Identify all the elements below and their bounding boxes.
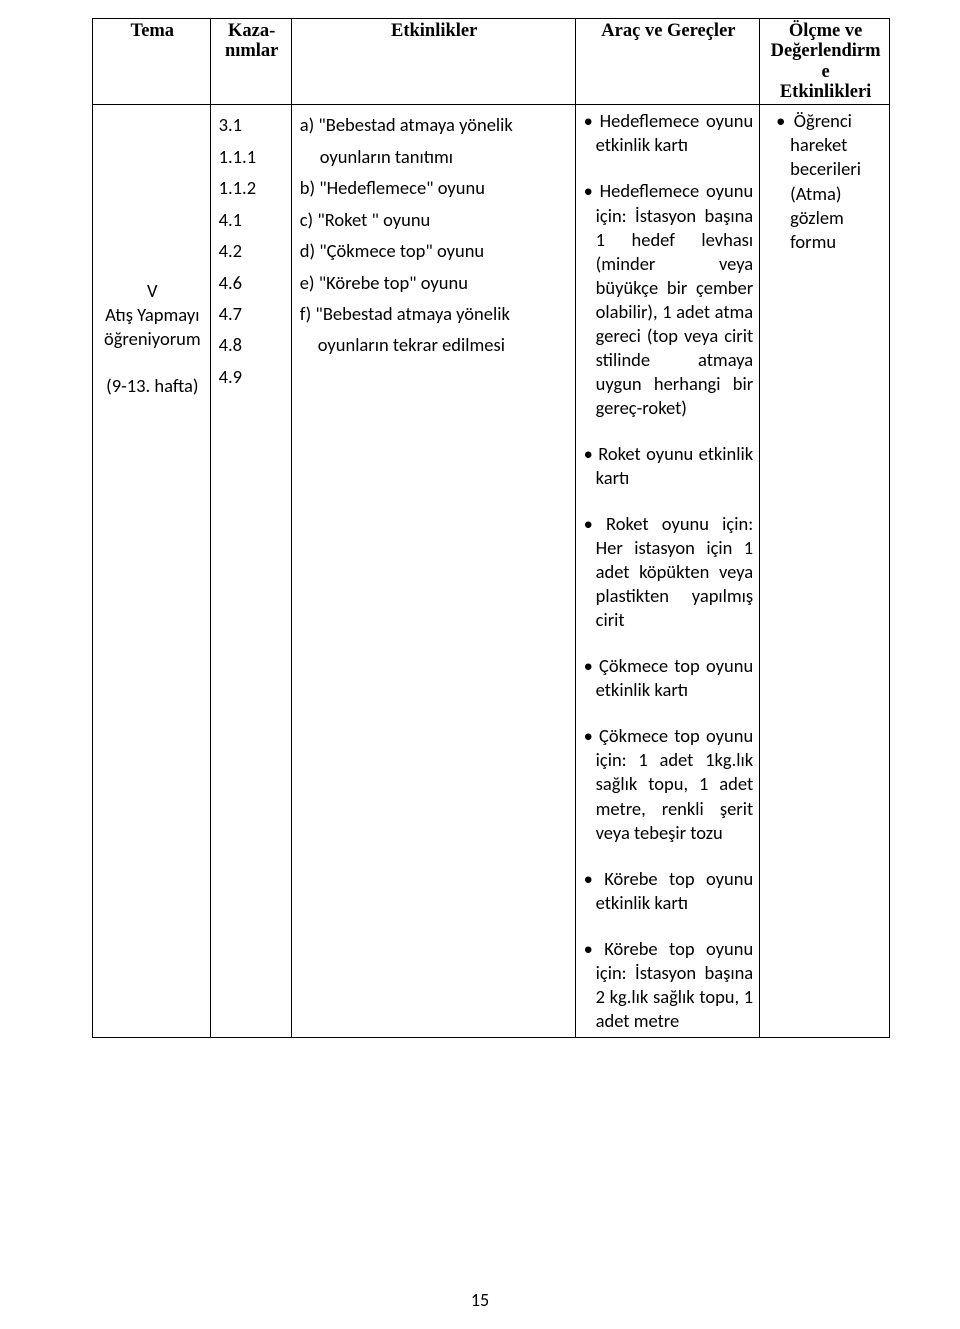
kaz-item: 1.1.1 bbox=[219, 141, 285, 172]
arac-text: Hedeflemece oyunu için: İstasyon başına … bbox=[596, 179, 754, 418]
arac-text: Körebe top oyunu etkinlik kartı bbox=[596, 867, 754, 914]
arac-text: Hedeflemece oyunu etkinlik kartı bbox=[596, 109, 754, 156]
olcme-text: Öğrenci hareket becerileri (Atma) gözlem… bbox=[790, 109, 861, 252]
arac-text: Roket oyunu etkinlik kartı bbox=[596, 442, 754, 489]
kaz-item: 4.8 bbox=[219, 329, 285, 360]
arac-cell: • Hedeflemece oyunu etkinlik kartı • Hed… bbox=[575, 105, 760, 1038]
arac-item: • Çökmece top oyunu etkinlik kartı bbox=[584, 654, 754, 702]
kaz-item: 3.1 bbox=[219, 109, 285, 140]
arac-item: • Hedeflemece oyunu için: İstasyon başın… bbox=[584, 179, 754, 419]
etk-item: b) "Hedeflemece" oyunu bbox=[300, 172, 569, 203]
header-arac: Araç ve Gereçler bbox=[575, 19, 760, 105]
arac-item: • Körebe top oyunu için: İstasyon başına… bbox=[584, 937, 754, 1033]
arac-text: Körebe top oyunu için: İstasyon başına 2… bbox=[596, 937, 754, 1032]
kazanimlar-cell: 3.1 1.1.1 1.1.2 4.1 4.2 4.6 4.7 4.8 4.9 bbox=[210, 105, 291, 1038]
tema-week: (9-13. hafta) bbox=[101, 374, 204, 398]
arac-text: Çökmece top oyunu etkinlik kartı bbox=[596, 654, 754, 701]
table-header-row: Tema Kaza- nımlar Etkinlikler Araç ve Ge… bbox=[93, 19, 890, 105]
curriculum-table: Tema Kaza- nımlar Etkinlikler Araç ve Ge… bbox=[92, 18, 890, 1038]
arac-text: Çökmece top oyunu için: 1 adet 1kg.lık s… bbox=[596, 724, 754, 843]
tema-title-1: Atış Yapmayı bbox=[101, 303, 204, 327]
olcme-cell: • Öğrenci hareket becerileri (Atma) gözl… bbox=[760, 105, 890, 1038]
etk-item: d) "Çökmece top" oyunu bbox=[300, 235, 569, 266]
arac-item: • Çökmece top oyunu için: 1 adet 1kg.lık… bbox=[584, 724, 754, 844]
etk-item: e) "Körebe top" oyunu bbox=[300, 267, 569, 298]
tema-cell: V Atış Yapmayı öğreniyorum (9-13. hafta) bbox=[93, 105, 211, 1038]
header-olcme: Ölçme ve Değerlendirm e Etkinlikleri bbox=[760, 19, 890, 105]
tema-block: V Atış Yapmayı öğreniyorum (9-13. hafta) bbox=[101, 279, 204, 397]
page: Tema Kaza- nımlar Etkinlikler Araç ve Ge… bbox=[0, 0, 960, 1329]
etk-item: a) "Bebestad atmaya yönelik oyunların ta… bbox=[300, 109, 569, 172]
arac-item: • Hedeflemece oyunu etkinlik kartı bbox=[584, 109, 754, 157]
arac-item: • Roket oyunu etkinlik kartı bbox=[584, 442, 754, 490]
tema-number: V bbox=[101, 279, 204, 303]
arac-item: • Roket oyunu için: Her istasyon için 1 … bbox=[584, 512, 754, 632]
etk-item: c) "Roket " oyunu bbox=[300, 204, 569, 235]
kaz-item: 1.1.2 bbox=[219, 172, 285, 203]
kaz-item: 4.9 bbox=[219, 361, 285, 392]
kaz-item: 4.6 bbox=[219, 267, 285, 298]
olcme-item: • Öğrenci hareket becerileri (Atma) gözl… bbox=[768, 109, 883, 253]
kaz-item: 4.2 bbox=[219, 235, 285, 266]
kaz-item: 4.7 bbox=[219, 298, 285, 329]
etkinlikler-cell: a) "Bebestad atmaya yönelik oyunların ta… bbox=[291, 105, 575, 1038]
arac-item: • Körebe top oyunu etkinlik kartı bbox=[584, 867, 754, 915]
arac-text: Roket oyunu için: Her istasyon için 1 ad… bbox=[596, 512, 754, 631]
kaz-item: 4.1 bbox=[219, 204, 285, 235]
page-number: 15 bbox=[0, 1289, 960, 1311]
tema-title-2: öğreniyorum bbox=[101, 327, 204, 351]
etk-item: f) "Bebestad atmaya yönelik oyunların te… bbox=[300, 298, 569, 361]
header-tema: Tema bbox=[93, 19, 211, 105]
table-row: V Atış Yapmayı öğreniyorum (9-13. hafta)… bbox=[93, 105, 890, 1038]
header-kazanimlar: Kaza- nımlar bbox=[210, 19, 291, 105]
header-etkinlikler: Etkinlikler bbox=[291, 19, 575, 105]
